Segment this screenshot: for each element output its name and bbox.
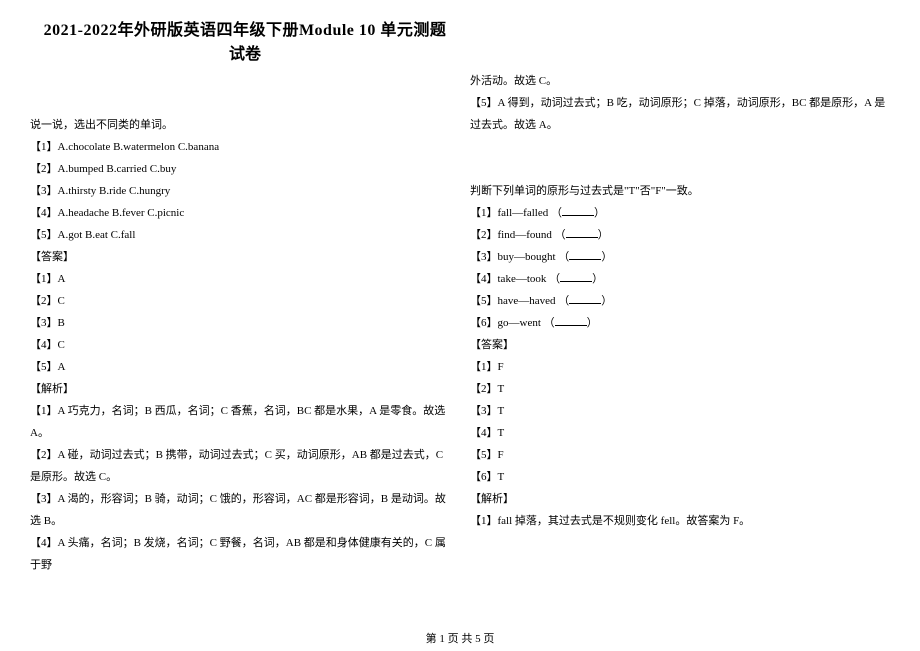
fill-blank[interactable] — [560, 271, 592, 282]
explanation-1: 【1】A 巧克力，名词；B 西瓜，名词；C 香蕉，名词，BC 都是水果，A 是零… — [30, 400, 450, 444]
explanation-r1: 【1】fall 掉落，其过去式是不规则变化 fell。故答案为 F。 — [470, 510, 890, 532]
question-r5: 【5】have—haved （ ） — [470, 290, 890, 312]
question-r3: 【3】buy—bought （ ） — [470, 246, 890, 268]
question-r6: 【6】go—went （ ） — [470, 312, 890, 334]
q-text: 【1】fall—falled （ — [470, 207, 562, 219]
left-column: 说一说，选出不同类的单词。 【1】A.chocolate B.watermelo… — [30, 70, 450, 641]
answer-r4: 【4】T — [470, 422, 890, 444]
answer-4: 【4】C — [30, 334, 450, 356]
title-block: 2021-2022年外研版英语四年级下册Module 10 单元测题 试卷 — [30, 16, 460, 64]
question-2: 【2】A.bumped B.carried C.buy — [30, 158, 450, 180]
question-3: 【3】A.thirsty B.ride C.hungry — [30, 180, 450, 202]
analysis-label: 【解析】 — [30, 378, 450, 400]
fill-blank[interactable] — [555, 315, 587, 326]
analysis-label-r: 【解析】 — [470, 488, 890, 510]
answer-2: 【2】C — [30, 290, 450, 312]
paren-close: ） — [592, 273, 603, 285]
answer-label: 【答案】 — [30, 246, 450, 268]
question-r2: 【2】find—found （ ） — [470, 224, 890, 246]
q-text: 【3】buy—bought （ — [470, 251, 569, 263]
title-line-2: 试卷 — [30, 40, 460, 64]
answer-r3: 【3】T — [470, 400, 890, 422]
answer-label-r: 【答案】 — [470, 334, 890, 356]
answer-3: 【3】B — [30, 312, 450, 334]
page: 2021-2022年外研版英语四年级下册Module 10 单元测题 试卷 说一… — [0, 0, 920, 651]
paren-close: ） — [601, 251, 612, 263]
answer-r5: 【5】F — [470, 444, 890, 466]
section-instruction-2: 判断下列单词的原形与过去式是"T"否"F"一致。 — [470, 180, 890, 202]
fill-blank[interactable] — [562, 205, 594, 216]
q-text: 【2】find—found （ — [470, 229, 566, 241]
answer-5: 【5】A — [30, 356, 450, 378]
section-instruction: 说一说，选出不同类的单词。 — [30, 114, 450, 136]
q-text: 【6】go—went （ — [470, 317, 555, 329]
title-line-1: 2021-2022年外研版英语四年级下册Module 10 单元测题 — [30, 16, 460, 40]
right-column: 外活动。故选 C。 【5】A 得到，动词过去式；B 吃，动词原形；C 掉落，动词… — [470, 70, 890, 641]
fill-blank[interactable] — [566, 227, 598, 238]
explanation-4: 【4】A 头痛，名词；B 发烧，名词；C 野餐，名词，AB 都是和身体健康有关的… — [30, 532, 450, 576]
explanation-2: 【2】A 碰，动词过去式；B 携带，动词过去式；C 买，动词原形，AB 都是过去… — [30, 444, 450, 488]
continuation-1: 外活动。故选 C。 — [470, 70, 890, 92]
question-1: 【1】A.chocolate B.watermelon C.banana — [30, 136, 450, 158]
fill-blank[interactable] — [569, 293, 601, 304]
paren-close: ） — [594, 207, 605, 219]
question-5: 【5】A.got B.eat C.fall — [30, 224, 450, 246]
paren-close: ） — [601, 295, 612, 307]
q-text: 【4】take—took （ — [470, 273, 560, 285]
page-footer: 第 1 页 共 5 页 — [0, 630, 920, 646]
question-4: 【4】A.headache B.fever C.picnic — [30, 202, 450, 224]
answer-1: 【1】A — [30, 268, 450, 290]
continuation-2: 【5】A 得到，动词过去式；B 吃，动词原形；C 掉落，动词原形，BC 都是原形… — [470, 92, 890, 136]
answer-r6: 【6】T — [470, 466, 890, 488]
question-r1: 【1】fall—falled （ ） — [470, 202, 890, 224]
q-text: 【5】have—haved （ — [470, 295, 569, 307]
columns: 说一说，选出不同类的单词。 【1】A.chocolate B.watermelo… — [30, 70, 890, 641]
fill-blank[interactable] — [569, 249, 601, 260]
answer-r1: 【1】F — [470, 356, 890, 378]
paren-close: ） — [587, 317, 598, 329]
paren-close: ） — [598, 229, 609, 241]
question-r4: 【4】take—took （ ） — [470, 268, 890, 290]
explanation-3: 【3】A 渴的，形容词；B 骑，动词；C 饿的，形容词，AC 都是形容词，B 是… — [30, 488, 450, 532]
answer-r2: 【2】T — [470, 378, 890, 400]
